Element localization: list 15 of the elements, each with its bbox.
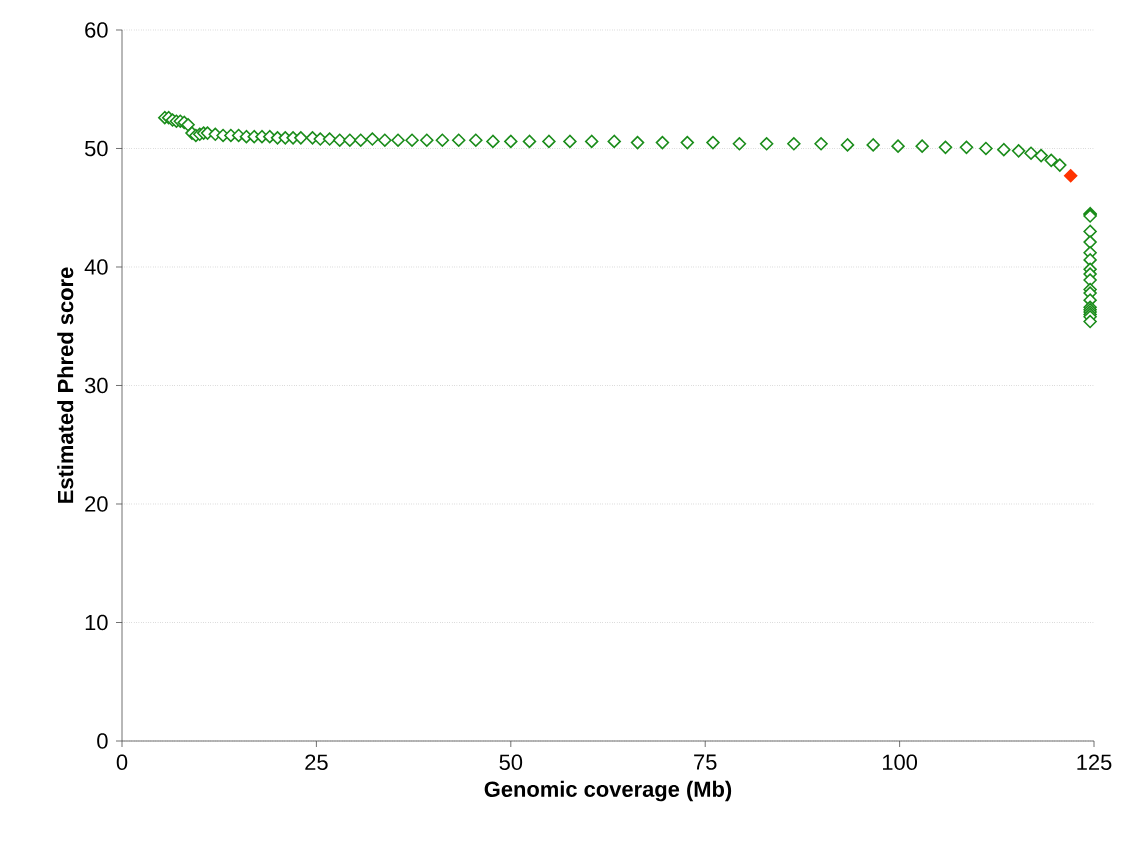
x-tick-label: 125	[1077, 754, 1112, 771]
y-tick-label: 50	[84, 140, 108, 157]
y-tick-label: 20	[85, 496, 108, 512]
x-tick-label: 25	[305, 754, 328, 771]
x-axis-title: Genomic coverage (Mb)	[484, 780, 732, 802]
y-axis-title: Estimated Phred score	[57, 267, 74, 503]
y-tick-label: 10	[85, 614, 108, 631]
x-tick-label: 50	[499, 754, 523, 771]
x-tick-label: 0	[116, 754, 128, 771]
y-tick-label: 0	[97, 733, 108, 749]
y-tick-label: 30	[84, 377, 108, 394]
x-tick-label: 75	[694, 754, 717, 770]
y-tick-label: 40	[84, 259, 108, 275]
x-tick-label: 100	[883, 754, 918, 771]
y-tick-label: 60	[85, 22, 108, 38]
